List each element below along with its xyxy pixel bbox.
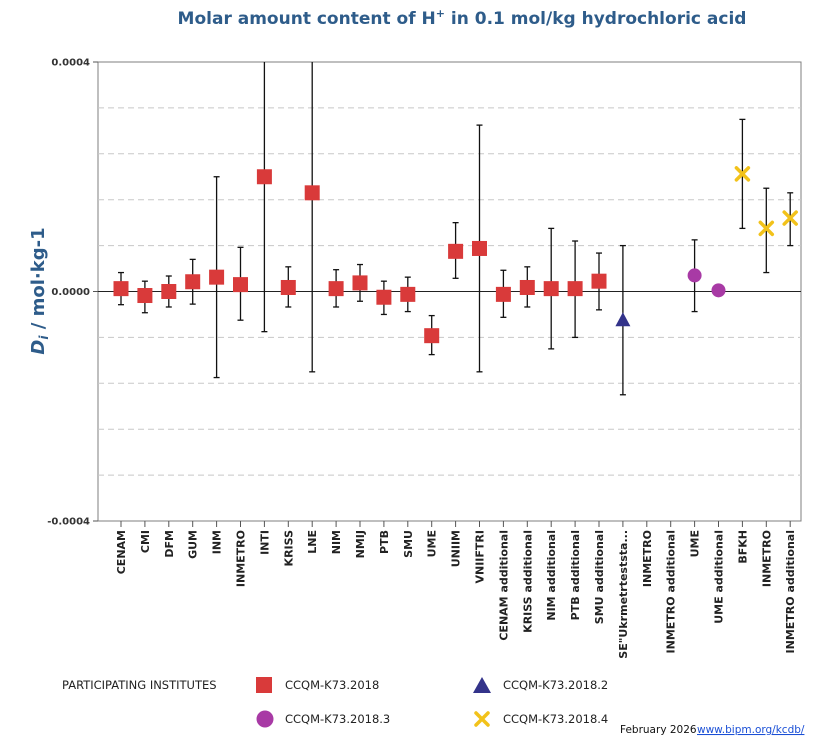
data-point-cross [782,210,798,226]
x-tick-label: KRISS [282,530,295,567]
x-tick-label: SMU [402,530,415,558]
data-point-circle [711,283,726,298]
x-tick-label: VNIIFTRI [474,530,487,584]
data-point-square [280,279,296,295]
data-point-square [376,289,392,305]
x-tick-label: NMIJ [354,530,367,558]
data-point-square [400,286,416,302]
data-point-square [209,269,225,285]
data-marks [113,62,798,396]
x-tick-label: PTB [378,530,391,554]
y-ticks: 0.0004 0.0000 -0.0004 [47,58,98,528]
data-point-square [424,328,440,344]
data-point-cross [758,220,775,237]
data-point-circle [687,268,702,283]
x-tick-label: INMETRO [235,530,248,587]
legend-cross-marker [474,711,490,727]
data-point-cross [734,166,751,182]
x-tick-label: DFM [163,530,176,558]
x-tick-label: CENAM [115,530,128,574]
footer-date: February 2026 [620,724,697,736]
data-point-square [233,277,248,293]
data-point-square [472,240,487,256]
x-tick-label: BFKH [736,530,749,564]
x-tick-label: SMU additional [593,530,606,624]
x-ticks: CENAM CMI DFM GUM INM INMETRO INTI KRISS LNE NIM N… [115,521,797,659]
data-point-square [185,274,201,290]
footer-link[interactable]: www.bipm.org/kcdb/ [697,724,805,736]
x-tick-label: INMETRO additional [665,530,678,653]
x-tick-label: NIM additional [545,530,558,621]
x-tick-label: SE"Ukrmetrteststa... [617,530,630,659]
y-tick-label: 0.0000 [51,287,90,298]
legend-triangle-marker [473,677,491,693]
x-tick-label: CENAM additional [497,530,510,641]
legend-heading: PARTICIPATING INSTITUTES [62,678,217,692]
data-point-square [495,286,511,302]
legend-item-3: CCQM-K73.2018.3 [285,712,390,726]
data-point-square [567,281,583,297]
data-point-triangle [615,312,631,327]
data-point-square [137,288,153,304]
data-point-square [591,273,607,289]
x-tick-label: PTB additional [569,530,582,620]
data-point-square [113,281,129,297]
data-point-square [543,281,559,297]
x-tick-label: KRISS additional [521,530,534,633]
x-tick-label: INM [211,530,224,554]
data-point-square [352,275,368,291]
x-tick-label: INMETRO [760,530,773,587]
y-axis-label: Di / mol·kg-1 [28,227,51,354]
legend-circle-marker [256,710,274,728]
x-tick-label: NIM [330,530,343,554]
legend-item-1: CCQM-K73.2018 [285,678,379,692]
data-point-square [256,169,272,185]
x-tick-label: UME additional [713,530,726,624]
x-tick-label: INMETRO [641,530,654,587]
x-tick-label: UME [689,530,702,557]
chart-title: Molar amount content of H+ in 0.1 mol/kg… [178,7,747,29]
x-tick-label: GUM [187,530,200,559]
legend-item-4: CCQM-K73.2018.4 [503,712,608,726]
x-tick-label: UME [426,530,439,557]
legend-item-2: CCQM-K73.2018.2 [503,678,608,692]
legend-square-marker [256,677,272,693]
x-tick-label: CMI [139,530,152,553]
data-point-square [519,279,535,295]
y-tick-label: -0.0004 [47,517,90,528]
x-tick-label: LNE [306,530,319,554]
data-point-square [161,284,177,299]
data-point-square [328,281,344,297]
legend: PARTICIPATING INSTITUTES CCQM-K73.2018 C… [62,677,608,728]
y-tick-label: 0.0004 [51,58,90,69]
data-point-square [304,185,320,201]
data-point-square [448,243,464,259]
grid [98,107,801,476]
x-tick-label: INMETRO additional [784,530,797,653]
x-tick-label: INTI [258,530,271,555]
x-tick-label: UNIIM [450,530,463,567]
